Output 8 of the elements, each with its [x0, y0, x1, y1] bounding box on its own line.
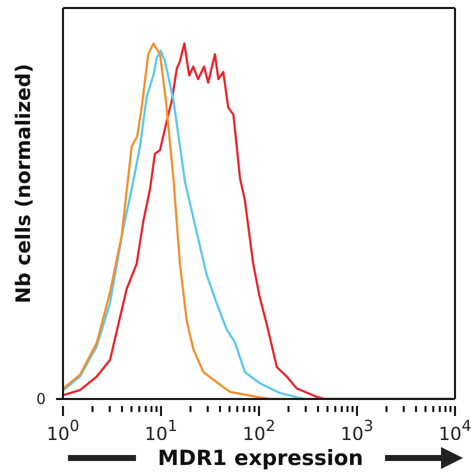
- x-tick-label: 10$^{0}$: [46, 417, 80, 445]
- text: 0: [36, 390, 46, 408]
- x-tick-label: 10$^{2}$: [242, 417, 276, 445]
- x-tick-label: 10$^{1}$: [144, 417, 178, 445]
- y-axis-title: Nb cells (normalized): [11, 64, 36, 304]
- x-axis-title: MDR1 expression: [158, 446, 364, 470]
- x-tick-label: 10$^{4}$: [438, 417, 471, 445]
- x-tick-label: 10$^{3}$: [340, 417, 374, 445]
